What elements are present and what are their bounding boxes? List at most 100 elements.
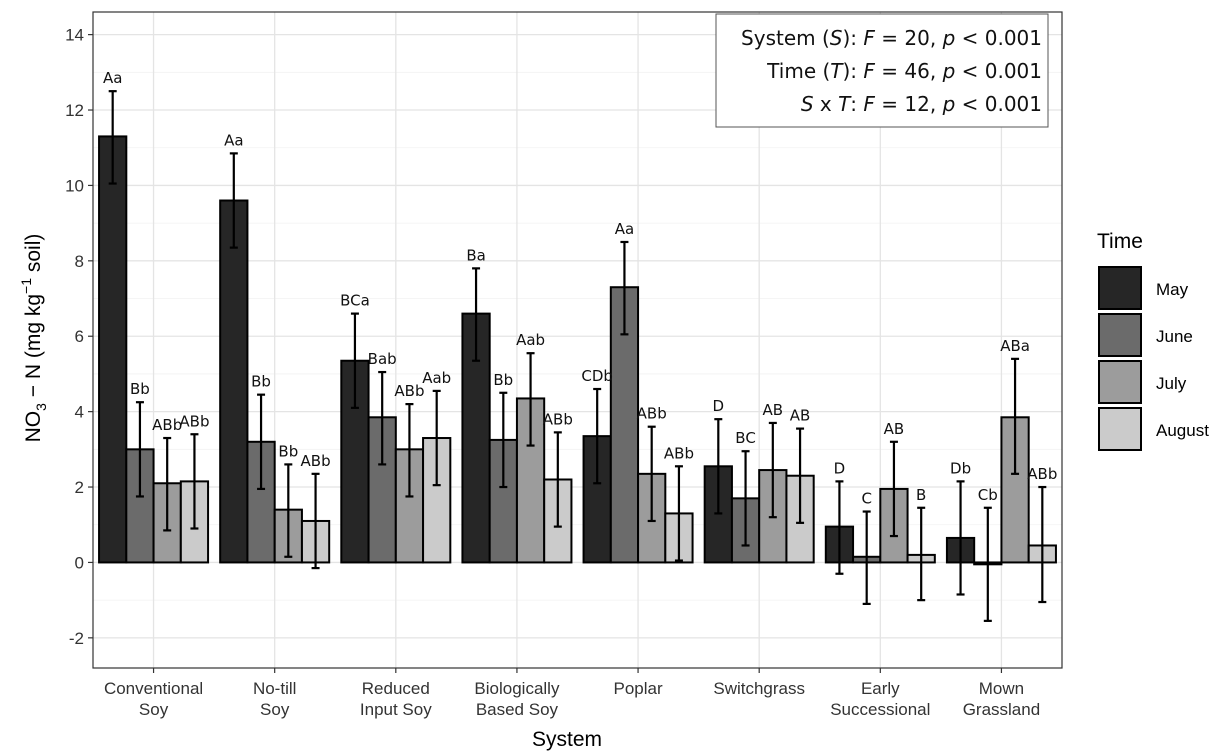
y-tick-label: 4	[75, 403, 84, 422]
significance-letter: ABa	[1000, 337, 1030, 355]
statistics-segment: Time (	[766, 59, 830, 83]
legend-title: Time	[1097, 230, 1143, 253]
x-tick-label-line: Biologically	[474, 679, 560, 698]
statistics-annotation-box	[715, 13, 1049, 128]
significance-letter: Bb	[251, 373, 271, 391]
significance-letter: ABb	[637, 405, 667, 423]
significance-letter: Aa	[224, 131, 243, 149]
statistics-segment: F	[863, 59, 875, 83]
x-tick-label-line: Soy	[260, 700, 290, 719]
axes: -2 0 2 4 6 8 10 12 14 Conventional Soy No-till Soy Re…	[65, 26, 1040, 719]
y-tick-label: 10	[65, 176, 84, 195]
x-tick-label: Poplar	[613, 679, 662, 698]
significance-letter: Bb	[493, 371, 513, 389]
statistics-segment: :	[850, 92, 863, 116]
significance-letter: Aab	[422, 369, 451, 387]
statistics-segment: = 46,	[875, 59, 943, 83]
x-tick-label: Mown Grassland	[963, 679, 1040, 719]
x-tick-label-line: Grassland	[963, 700, 1040, 719]
error-bars	[108, 90, 1047, 622]
legend-label-june: June	[1156, 327, 1193, 346]
statistics-segment: p	[942, 92, 956, 116]
x-tick-label-line: Based Soy	[476, 700, 559, 719]
y-axis-title-part: −1	[18, 278, 34, 294]
statistics-segment: x	[814, 92, 839, 116]
significance-letter: BC	[735, 429, 756, 447]
significance-letter: Ba	[466, 246, 485, 264]
significance-letter: D	[713, 397, 725, 415]
x-tick-label: Conventional Soy	[104, 679, 203, 719]
statistics-segment: < 0.001	[955, 59, 1042, 83]
x-tick-label: Biologically Based Soy	[474, 679, 560, 719]
statistics-segment: < 0.001	[955, 26, 1042, 50]
significance-letter: ABb	[301, 452, 331, 470]
legend-key-may	[1098, 266, 1142, 310]
significance-letter: Cb	[978, 486, 998, 504]
y-axis-title-part: − N (mg kg	[22, 294, 45, 403]
statistics-segment: = 12,	[875, 92, 943, 116]
significance-letter: ABb	[664, 444, 694, 462]
y-tick-label: 6	[75, 327, 84, 346]
statistics-segment: p	[942, 26, 956, 50]
y-tick-label: 12	[65, 101, 84, 120]
x-tick-label: Early Successional	[830, 679, 930, 719]
legend: Time May June July August	[1097, 230, 1209, 451]
statistics-segment: T	[830, 59, 844, 83]
x-tick-label-line: Soy	[139, 700, 169, 719]
y-tick-label: 0	[75, 553, 84, 572]
statistics-segment: System (	[741, 26, 830, 50]
x-tick-label-line: No-till	[253, 679, 296, 698]
x-tick-label-line: Early	[861, 679, 900, 698]
significance-letter: ABb	[394, 382, 424, 400]
significance-letter: Aa	[615, 220, 634, 238]
y-tick-label: -2	[69, 629, 84, 648]
significance-letter: AB	[763, 401, 784, 419]
significance-letter: Bb	[278, 442, 298, 460]
statistics-segment: < 0.001	[955, 92, 1042, 116]
statistics-line: System (S): F = 20, p < 0.001	[741, 26, 1042, 50]
significance-letter: ABb	[152, 416, 182, 434]
y-tick-label: 14	[65, 26, 84, 45]
x-axis-title: System	[532, 728, 602, 751]
significance-letter: Bb	[130, 380, 150, 398]
x-tick-label-line: Reduced	[362, 679, 430, 698]
x-tick-label-line: Conventional	[104, 679, 203, 698]
legend-key-august	[1098, 407, 1142, 451]
significance-letter: D	[834, 459, 846, 477]
statistics-segment: F	[863, 92, 875, 116]
y-axis-title-part: NO	[22, 411, 45, 443]
legend-label-july: July	[1156, 374, 1187, 393]
significance-letter: Aab	[516, 331, 545, 349]
statistics-segment: = 20,	[875, 26, 943, 50]
legend-key-june	[1098, 313, 1142, 357]
significance-letter: C	[861, 490, 871, 508]
significance-letter: ABb	[179, 412, 209, 430]
statistics-segment: S	[830, 26, 843, 50]
statistics-segment: T	[838, 92, 852, 116]
significance-letter: AB	[790, 407, 811, 425]
significance-letter: AB	[884, 420, 905, 438]
significance-letter: Aa	[103, 69, 122, 87]
statistics-line: Time (T): F = 46, p < 0.001	[766, 59, 1042, 83]
significance-letter: ABb	[1027, 465, 1057, 483]
y-tick-label: 2	[75, 478, 84, 497]
statistics-segment: ):	[843, 26, 864, 50]
significance-letter: B	[916, 486, 926, 504]
bar-may	[219, 199, 249, 564]
legend-key-july	[1098, 360, 1142, 404]
x-tick-label: No-till Soy	[253, 679, 296, 719]
x-tick-label-line: Input Soy	[360, 700, 432, 719]
x-tick-label-line: Mown	[979, 679, 1024, 698]
y-axis-title: NO3 − N (mg kg−1 soil)	[18, 234, 49, 443]
x-tick-label-line: Successional	[830, 700, 930, 719]
significance-letter: CDb	[581, 367, 613, 385]
significance-letter: Bab	[368, 350, 397, 368]
y-axis-title-part: soil)	[22, 234, 45, 278]
significance-letter: BCa	[340, 292, 370, 310]
x-tick-label: Reduced Input Soy	[360, 679, 432, 719]
statistics-line: S x T: F = 12, p < 0.001	[801, 92, 1042, 116]
x-tick-label-line: Switchgrass	[713, 679, 805, 698]
